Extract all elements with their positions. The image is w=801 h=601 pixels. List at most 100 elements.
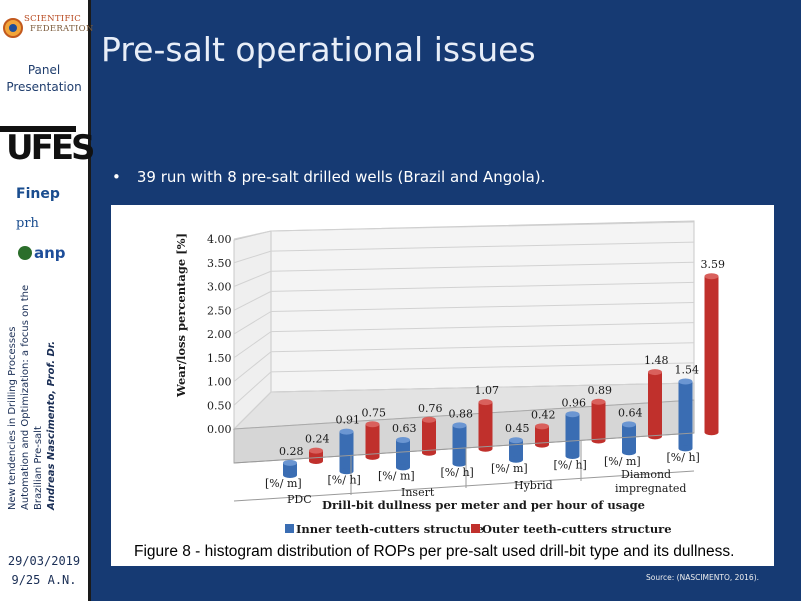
value-label: 1.07: [475, 384, 500, 397]
bar-top: [478, 399, 493, 406]
sub-category-label: [%/ h]: [441, 466, 474, 479]
finep-logo: Finep: [16, 186, 60, 202]
bar-base: [422, 449, 436, 456]
gridline: [270, 342, 695, 353]
anp-logo: anp: [18, 244, 70, 270]
group-label: Hybrid: [514, 479, 553, 492]
gridline-side: [233, 311, 272, 335]
page-number: 9/25 A.N.: [11, 573, 77, 587]
bar-outer: [535, 423, 549, 448]
anp-badge-icon: [18, 246, 32, 260]
sub-category-label: [%/ m]: [491, 462, 528, 475]
bullet-text: 39 run with 8 pre-salt drilled wells (Br…: [136, 168, 546, 186]
y-tick-label: 1.50: [207, 352, 232, 365]
group-label-line2: impregnated: [615, 482, 686, 495]
bar-top: [365, 421, 380, 428]
bar-outer: [704, 273, 719, 436]
value-label: 0.64: [618, 406, 643, 419]
gridline-side: [233, 230, 272, 240]
legend-item-outer: Outer teeth-cutters structure: [482, 522, 672, 536]
gridlines: [233, 221, 695, 430]
x-axis-label: Drill-bit dullness per meter and per hou…: [322, 498, 645, 512]
bar-body: [309, 450, 323, 461]
bar-top: [704, 273, 719, 280]
legend: Inner teeth-cutters structure Outer teet…: [285, 522, 672, 536]
figure-caption: Figure 8 - histogram distribution of ROP…: [134, 543, 735, 560]
value-label: 0.89: [588, 384, 613, 397]
figure-frame: 4.00 3.50 3.00 2.50 2.00 1.50 1.00 0.50 0.00 Wea…: [111, 205, 774, 566]
bar-body: [365, 424, 380, 457]
bar-outer: [309, 447, 323, 464]
bar-top: [452, 422, 467, 429]
bar-body: [396, 440, 410, 468]
value-label: 1.54: [675, 363, 700, 376]
prh-logo: prh: [16, 216, 39, 231]
slide-title: Pre-salt operational issues: [101, 30, 536, 69]
bar-inner: [678, 378, 693, 452]
value-label: 0.96: [562, 396, 587, 409]
bar-base: [365, 453, 380, 460]
bar-body: [422, 419, 436, 453]
gridline: [270, 281, 695, 292]
vertical-author: Andreas Nascimento, Prof. Dr.: [46, 340, 57, 510]
bar-base: [591, 437, 606, 444]
logo-line2: FEDERATION: [30, 24, 94, 34]
y-tick-label: 2.00: [207, 328, 232, 341]
sub-category-label: [%/ m]: [604, 455, 641, 468]
value-label: 0.24: [305, 433, 330, 446]
y-tick-label: 4.00: [207, 233, 232, 246]
bar-base: [678, 445, 693, 452]
y-tick-label: 1.00: [207, 376, 232, 389]
value-label: 3.59: [701, 258, 726, 271]
y-tick-label: 3.00: [207, 281, 232, 294]
bar-series: [283, 273, 719, 478]
sidebar: SCIENTIFIC FEDERATION Panel Presentation…: [0, 0, 96, 601]
group-label: PDC: [287, 493, 312, 506]
legend-item-inner: Inner teeth-cutters structure: [296, 522, 484, 536]
bar-top: [622, 421, 636, 428]
bar-body: [704, 276, 719, 433]
gridline: [270, 382, 695, 393]
bar-base: [622, 449, 636, 456]
bar-base: [339, 468, 354, 475]
gridline-side: [233, 391, 272, 430]
value-label: 0.88: [449, 407, 474, 420]
bar-body: [591, 401, 606, 441]
anp-logo-text: anp: [34, 244, 66, 262]
logo-line1: SCIENTIFIC: [24, 14, 82, 24]
value-labels: 0.280.24 0.910.75 0.630.76 0.881.07 0.450.42…: [279, 258, 725, 458]
vertical-title: New tendencies in Drilling Processes Aut…: [7, 284, 44, 510]
bar-body: [452, 425, 467, 464]
y-tick-label: 3.50: [207, 257, 232, 270]
gridline-side: [233, 290, 272, 311]
gridline: [270, 261, 695, 272]
value-label: 0.63: [392, 422, 417, 435]
panel-label: Panel Presentation: [6, 63, 82, 94]
bar-body: [648, 372, 662, 437]
sub-category-label: [%/ h]: [667, 451, 700, 464]
gridline: [270, 322, 695, 333]
category-table: [233, 432, 695, 502]
gridline-side: [233, 331, 272, 359]
bar-top: [509, 437, 523, 444]
sub-category-label: [%/ h]: [328, 473, 361, 486]
bar-top: [678, 378, 693, 385]
gridline: [270, 221, 695, 232]
bar-inner: [509, 437, 523, 463]
value-label: 0.28: [279, 445, 304, 458]
group-label: Insert: [401, 486, 435, 499]
y-tick-label: 0.00: [207, 423, 232, 436]
y-tick-label: 0.50: [207, 399, 232, 412]
legend-swatch-outer: [471, 524, 480, 533]
gridline: [270, 302, 695, 312]
y-axis-ticks: 4.00 3.50 3.00 2.50 2.00 1.50 1.00 0.50 0.00: [207, 233, 232, 436]
bar-base: [309, 458, 323, 464]
bullet-marker: •: [112, 168, 121, 186]
bar-inner: [283, 459, 297, 478]
value-label: 0.45: [505, 422, 530, 435]
bullet-item: • 39 run with 8 pre-salt drilled wells (B…: [112, 168, 545, 186]
bar-top: [309, 447, 323, 454]
value-label: 0.75: [362, 406, 387, 419]
bar-body: [622, 424, 636, 453]
